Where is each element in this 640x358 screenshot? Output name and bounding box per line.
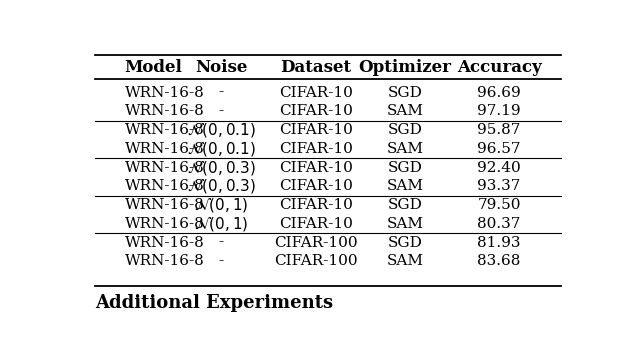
Text: CIFAR-10: CIFAR-10 — [278, 198, 353, 212]
Text: WRN-16-8: WRN-16-8 — [125, 104, 204, 118]
Text: $\mathcal{N}(0, 0.3)$: $\mathcal{N}(0, 0.3)$ — [187, 177, 256, 195]
Text: SAM: SAM — [387, 217, 424, 231]
Text: WRN-16-8: WRN-16-8 — [125, 236, 204, 250]
Text: WRN-16-8: WRN-16-8 — [125, 198, 204, 212]
Text: CIFAR-10: CIFAR-10 — [278, 142, 353, 156]
Text: -: - — [219, 86, 224, 100]
Text: 83.68: 83.68 — [477, 254, 521, 268]
Text: CIFAR-100: CIFAR-100 — [274, 236, 357, 250]
Text: 80.37: 80.37 — [477, 217, 521, 231]
Text: CIFAR-10: CIFAR-10 — [278, 104, 353, 118]
Text: SGD: SGD — [387, 198, 422, 212]
Text: Model: Model — [125, 59, 182, 76]
Text: WRN-16-8: WRN-16-8 — [125, 179, 204, 193]
Text: WRN-16-8: WRN-16-8 — [125, 254, 204, 268]
Text: CIFAR-10: CIFAR-10 — [278, 86, 353, 100]
Text: $\mathcal{N}(0, 0.1)$: $\mathcal{N}(0, 0.1)$ — [187, 140, 256, 158]
Text: Noise: Noise — [195, 59, 248, 76]
Text: $\mathcal{N}(0, 1)$: $\mathcal{N}(0, 1)$ — [194, 196, 248, 214]
Text: 79.50: 79.50 — [477, 198, 521, 212]
Text: WRN-16-8: WRN-16-8 — [125, 160, 204, 175]
Text: 96.69: 96.69 — [477, 86, 521, 100]
Text: SAM: SAM — [387, 254, 424, 268]
Text: Additional Experiments: Additional Experiments — [95, 295, 333, 313]
Text: SAM: SAM — [387, 142, 424, 156]
Text: $\mathcal{N}(0, 0.1)$: $\mathcal{N}(0, 0.1)$ — [187, 121, 256, 139]
Text: $\mathcal{N}(0, 0.3)$: $\mathcal{N}(0, 0.3)$ — [187, 159, 256, 176]
Text: WRN-16-8: WRN-16-8 — [125, 142, 204, 156]
Text: SAM: SAM — [387, 179, 424, 193]
Text: SAM: SAM — [387, 104, 424, 118]
Text: 93.37: 93.37 — [477, 179, 521, 193]
Text: Dataset: Dataset — [280, 59, 351, 76]
Text: 92.40: 92.40 — [477, 160, 521, 175]
Text: Accuracy: Accuracy — [457, 59, 541, 76]
Text: SGD: SGD — [387, 160, 422, 175]
Text: CIFAR-10: CIFAR-10 — [278, 179, 353, 193]
Text: SGD: SGD — [387, 123, 422, 137]
Text: -: - — [219, 104, 224, 118]
Text: -: - — [219, 254, 224, 268]
Text: WRN-16-8: WRN-16-8 — [125, 86, 204, 100]
Text: CIFAR-10: CIFAR-10 — [278, 217, 353, 231]
Text: 96.57: 96.57 — [477, 142, 521, 156]
Text: -: - — [219, 236, 224, 250]
Text: CIFAR-100: CIFAR-100 — [274, 254, 357, 268]
Text: CIFAR-10: CIFAR-10 — [278, 123, 353, 137]
Text: 95.87: 95.87 — [477, 123, 521, 137]
Text: Optimizer: Optimizer — [358, 59, 451, 76]
Text: WRN-16-8: WRN-16-8 — [125, 217, 204, 231]
Text: 97.19: 97.19 — [477, 104, 521, 118]
Text: SGD: SGD — [387, 86, 422, 100]
Text: 81.93: 81.93 — [477, 236, 521, 250]
Text: SGD: SGD — [387, 236, 422, 250]
Text: CIFAR-10: CIFAR-10 — [278, 160, 353, 175]
Text: $\mathcal{N}(0, 1)$: $\mathcal{N}(0, 1)$ — [194, 215, 248, 233]
Text: WRN-16-8: WRN-16-8 — [125, 123, 204, 137]
